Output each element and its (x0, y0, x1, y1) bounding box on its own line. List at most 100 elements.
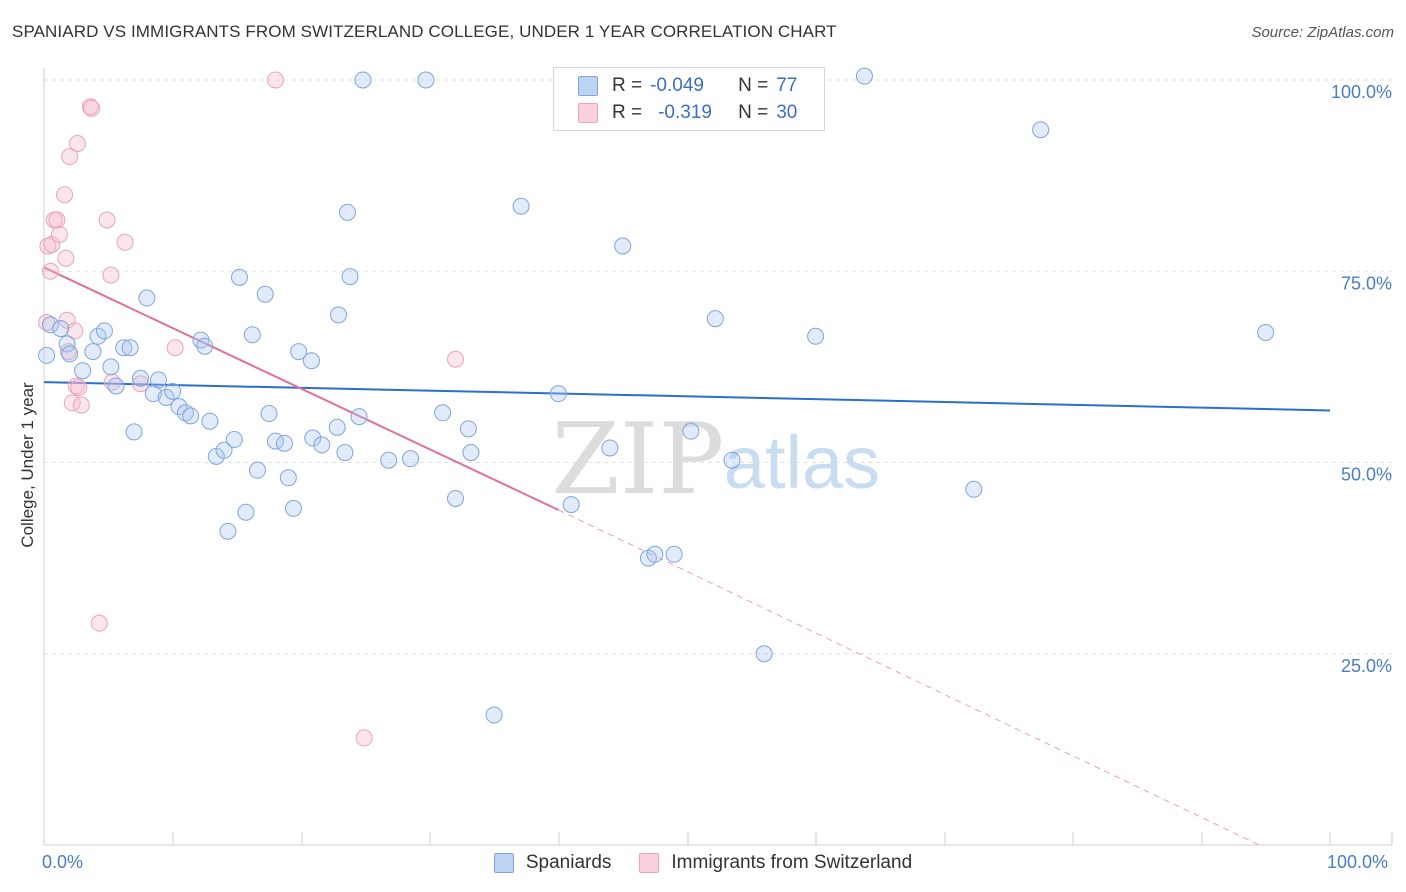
point-spaniards (336, 444, 354, 462)
point-spaniards (176, 404, 194, 422)
legend-n-label: N = (738, 75, 769, 96)
point-immigrants (166, 339, 184, 357)
point-spaniards (74, 362, 92, 380)
legend-r-value-spaniards: -0.049 (650, 75, 704, 96)
point-spaniards (58, 335, 76, 353)
point-spaniards (723, 451, 741, 469)
point-spaniards (243, 326, 261, 344)
point-immigrants (83, 99, 101, 117)
point-immigrants (131, 375, 149, 393)
legend-swatch-immigrants (639, 853, 660, 873)
point-spaniards (329, 306, 347, 324)
y-tick-labels: 25.0% 50.0% 75.0% 100.0% (1331, 82, 1392, 676)
point-spaniards (52, 320, 70, 338)
point-spaniards (230, 268, 248, 286)
legend-r-label: R = (612, 75, 643, 96)
point-spaniards (237, 503, 255, 521)
point-spaniards (328, 418, 346, 436)
point-spaniards (157, 388, 175, 406)
point-immigrants (41, 262, 59, 280)
legend-label-immigrants: Immigrants from Switzerland (671, 852, 913, 873)
source-label: Source: ZipAtlas.com (1251, 24, 1394, 41)
point-spaniards (1032, 121, 1050, 139)
legend-item-spaniards: Spaniards (493, 852, 611, 874)
point-spaniards (125, 423, 143, 441)
point-spaniards (434, 404, 452, 422)
point-spaniards (646, 545, 664, 563)
legend-swatch-spaniards (493, 853, 514, 873)
point-spaniards (256, 285, 274, 303)
point-spaniards (354, 71, 372, 89)
point-immigrants (61, 148, 79, 165)
point-immigrants (56, 186, 74, 204)
point-spaniards (102, 358, 120, 376)
trend-line-immigrants (43, 266, 559, 511)
watermark-atlas: atlas (724, 421, 880, 504)
point-spaniards (279, 469, 297, 487)
point-spaniards (38, 346, 56, 364)
legend-r-label: R = (612, 102, 643, 123)
point-spaniards (138, 289, 156, 307)
point-immigrants (447, 350, 465, 368)
point-spaniards (459, 420, 477, 438)
series-legend: Spaniards Immigrants from Switzerland (0, 852, 1406, 874)
point-spaniards (417, 71, 435, 89)
point-spaniards (260, 405, 278, 423)
point-spaniards (380, 451, 398, 469)
point-spaniards (131, 369, 149, 387)
x-tick-label-max: 100.0% (1327, 852, 1389, 872)
point-spaniards (549, 385, 567, 403)
point-immigrants (66, 322, 84, 340)
y-tick-label: 75.0% (1341, 273, 1392, 293)
point-spaniards (965, 480, 983, 498)
point-spaniards (462, 444, 480, 462)
y-axis-label: College, Under 1 year (18, 382, 37, 548)
point-spaniards (485, 706, 503, 724)
gridlines (44, 79, 1392, 655)
point-spaniards (755, 645, 773, 663)
point-spaniards (512, 197, 530, 215)
point-spaniards (170, 398, 188, 416)
point-spaniards (601, 439, 619, 457)
point-immigrants (70, 379, 88, 397)
x-tick-label-min: 0.0% (42, 852, 84, 872)
point-spaniards (84, 343, 102, 361)
watermark-zip: ZIP (552, 403, 725, 517)
point-spaniards (682, 422, 700, 440)
point-spaniards (341, 268, 359, 286)
point-spaniards (807, 327, 825, 345)
legend-n-value-spaniards: 77 (776, 75, 798, 96)
point-immigrants (98, 211, 116, 229)
chart-title: SPANIARD VS IMMIGRANTS FROM SWITZERLAND … (12, 22, 837, 41)
legend-r-value-immigrants: -0.319 (658, 102, 712, 123)
point-spaniards (350, 408, 368, 426)
y-tick-label: 50.0% (1341, 465, 1392, 485)
point-spaniards (402, 450, 420, 468)
point-spaniards (149, 371, 167, 389)
watermark: ZIP atlas (552, 403, 881, 517)
series-spaniards-points (38, 67, 1275, 724)
point-spaniards (201, 412, 219, 430)
legend-row-immigrants: R = -0.319 N = 30 (578, 101, 797, 125)
legend-swatch-immigrants (578, 103, 598, 123)
point-spaniards (313, 436, 331, 454)
point-spaniards (215, 441, 233, 459)
point-spaniards (290, 343, 308, 361)
point-spaniards (284, 499, 302, 517)
point-immigrants (102, 266, 120, 284)
point-immigrants (68, 134, 86, 152)
point-immigrants (266, 71, 284, 89)
point-spaniards (302, 352, 320, 370)
point-immigrants (90, 614, 108, 632)
trend-line-spaniards (43, 381, 1331, 412)
point-spaniards (855, 67, 873, 85)
point-spaniards (41, 316, 59, 334)
point-spaniards (182, 407, 200, 425)
point-immigrants (57, 249, 75, 267)
point-immigrants (48, 211, 66, 229)
legend-n-label: N = (738, 102, 769, 123)
point-spaniards (196, 337, 214, 355)
point-spaniards (107, 377, 125, 395)
point-spaniards (338, 203, 356, 221)
